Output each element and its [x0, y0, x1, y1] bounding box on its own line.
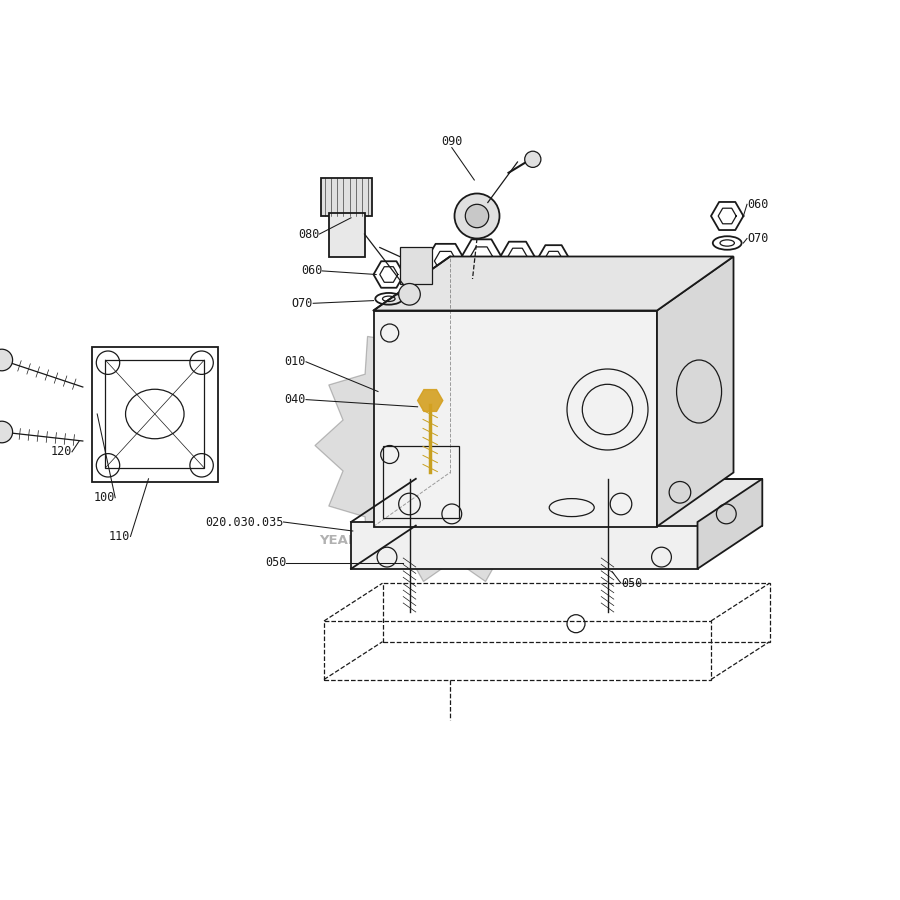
Polygon shape [410, 387, 477, 486]
Circle shape [0, 421, 13, 443]
Text: O70: O70 [292, 297, 313, 310]
Text: YEARN PARTS: YEARN PARTS [320, 534, 421, 546]
Circle shape [399, 284, 420, 305]
Text: 090: 090 [441, 135, 463, 148]
Text: 110: 110 [109, 530, 130, 543]
Text: O70: O70 [747, 232, 769, 245]
Polygon shape [418, 390, 443, 411]
Text: 060: 060 [747, 198, 769, 211]
Polygon shape [657, 256, 734, 526]
Circle shape [0, 349, 13, 371]
Bar [92, 346, 218, 482]
Text: 100: 100 [94, 491, 115, 504]
Circle shape [525, 151, 541, 167]
Text: 060: 060 [301, 265, 322, 277]
Circle shape [454, 194, 500, 238]
Text: 010: 010 [284, 356, 306, 368]
Text: 040: 040 [284, 393, 306, 406]
Polygon shape [374, 310, 657, 526]
Circle shape [393, 384, 516, 507]
Bar [400, 248, 432, 284]
Polygon shape [698, 479, 762, 569]
Polygon shape [374, 256, 734, 310]
Text: 120: 120 [50, 446, 72, 458]
Bar [328, 213, 364, 256]
Polygon shape [416, 479, 762, 526]
Text: 050: 050 [265, 556, 286, 569]
Text: ®: ® [644, 514, 652, 525]
Polygon shape [351, 522, 698, 569]
Bar [105, 360, 204, 468]
Text: 020.030.035: 020.030.035 [205, 516, 284, 528]
Text: 050: 050 [621, 577, 643, 590]
Text: 080: 080 [298, 228, 320, 240]
Bar [382, 446, 459, 518]
Bar [321, 178, 372, 216]
Polygon shape [315, 310, 594, 581]
Circle shape [465, 204, 489, 228]
